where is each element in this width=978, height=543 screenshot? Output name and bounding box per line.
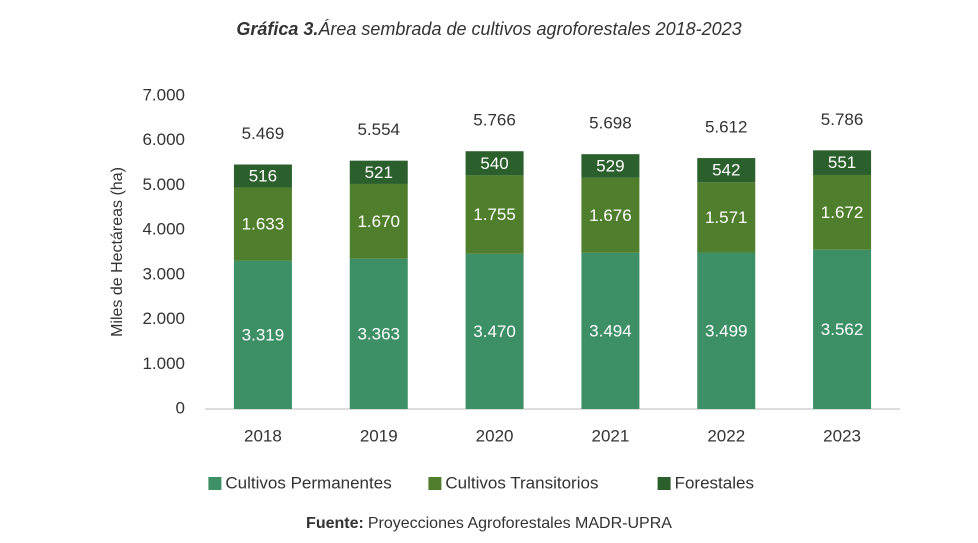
y-tick-label: 7.000	[142, 85, 185, 104]
value-label: 3.499	[705, 321, 748, 340]
legend-label: Cultivos Permanentes	[225, 473, 391, 492]
total-label: 5.786	[821, 110, 864, 129]
source: Fuente: Proyecciones Agroforestales MADR-…	[306, 515, 672, 532]
legend-swatch	[657, 477, 671, 490]
value-label: 1.672	[821, 203, 864, 222]
y-tick-label: 2.000	[142, 309, 185, 328]
bar-segment	[349, 160, 408, 184]
x-tick-label: 2020	[476, 426, 514, 445]
bar-segment	[233, 260, 292, 409]
y-tick-label: 3.000	[142, 264, 185, 283]
bar-segment	[465, 151, 524, 176]
value-label: 516	[249, 167, 277, 186]
y-tick-label: 6.000	[142, 130, 185, 149]
value-label: 3.319	[242, 325, 285, 344]
value-label: 3.562	[821, 320, 864, 339]
total-label: 5.698	[589, 114, 632, 133]
value-label: 540	[480, 154, 508, 173]
value-label: 529	[596, 156, 624, 175]
value-label: 551	[828, 153, 856, 172]
source-text: Proyecciones Agroforestales MADR-UPRA	[368, 515, 672, 532]
bar-segment	[349, 183, 408, 259]
bar-segment	[581, 252, 640, 409]
x-tick-label: 2019	[360, 426, 398, 445]
value-label: 1.755	[473, 205, 516, 224]
value-label: 3.494	[589, 321, 632, 340]
title-label: Gráfica 3.	[236, 19, 318, 39]
y-tick-label: 0	[176, 398, 185, 417]
value-label: 3.363	[357, 324, 400, 343]
bar-segment	[581, 154, 640, 178]
value-label: 1.633	[242, 215, 285, 234]
bar-segment	[349, 258, 408, 409]
legend-swatch	[428, 477, 442, 490]
bar-segment	[465, 175, 524, 254]
y-tick-label: 1.000	[142, 354, 185, 373]
total-label: 5.612	[705, 118, 748, 137]
bar-segment	[813, 150, 872, 175]
bar-segment	[813, 249, 872, 409]
bar-segment	[233, 164, 292, 188]
bar-segment	[813, 174, 872, 250]
value-label: 1.670	[357, 212, 400, 231]
legend-label: Cultivos Transitorios	[445, 473, 598, 492]
y-tick-label: 4.000	[142, 220, 185, 239]
value-label: 542	[712, 161, 740, 180]
value-label: 1.676	[589, 206, 632, 225]
value-label: 521	[365, 163, 393, 182]
bar-segment	[697, 182, 756, 253]
y-axis-title: Miles de Hectáreas (ha)	[109, 167, 126, 337]
y-tick-label: 5.000	[142, 175, 185, 194]
total-label: 5.554	[357, 120, 400, 139]
x-tick-label: 2021	[592, 426, 630, 445]
total-label: 5.766	[473, 111, 516, 130]
bar-segment	[233, 187, 292, 261]
total-label: 5.469	[242, 124, 285, 143]
source-label: Fuente:	[306, 515, 364, 532]
bar-segment	[697, 252, 756, 409]
title-text: Área sembrada de cultivos agroforestales…	[317, 19, 741, 39]
value-label: 3.470	[473, 322, 516, 341]
chart-title: Gráfica 3.Área sembrada de cultivos agro…	[236, 19, 741, 39]
x-tick-label: 2023	[823, 426, 861, 445]
bar-segment	[697, 158, 756, 183]
x-tick-label: 2022	[707, 426, 745, 445]
legend-swatch	[208, 477, 222, 490]
bar-segment	[465, 253, 524, 409]
bar-segment	[581, 177, 640, 253]
value-label: 1.571	[705, 208, 748, 227]
legend-label: Forestales	[675, 473, 754, 492]
x-tick-label: 2018	[244, 426, 282, 445]
